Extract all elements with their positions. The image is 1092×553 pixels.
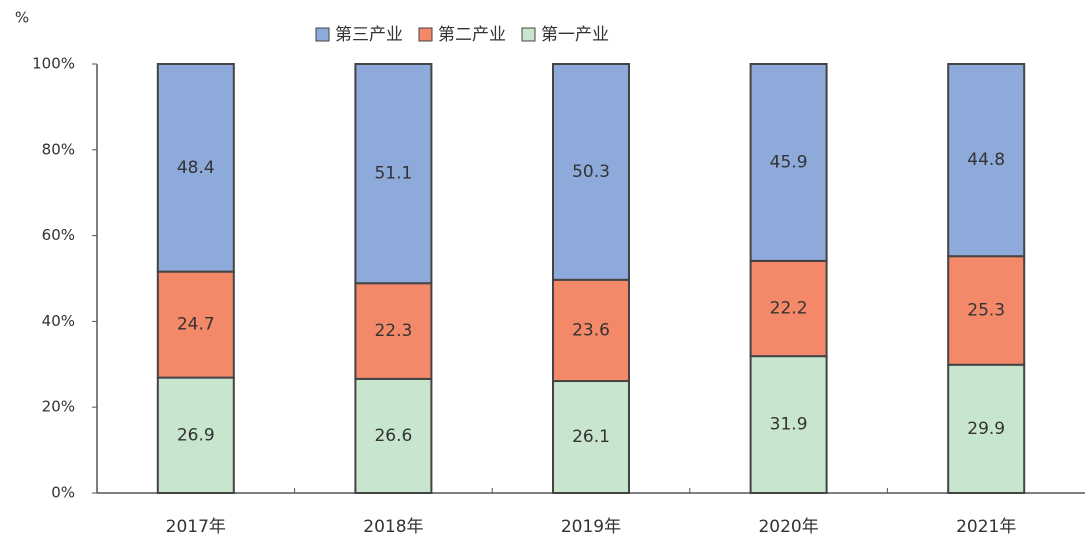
x-tick-label: 2021年 <box>956 517 1016 537</box>
bar-segment <box>156 63 235 273</box>
bar-segment <box>749 259 828 358</box>
bar-segment <box>552 63 630 281</box>
legend-swatch <box>418 27 433 42</box>
data-label: 26.6 <box>374 426 412 446</box>
x-tick-label: 2017年 <box>166 517 226 537</box>
bar-segment <box>156 376 235 494</box>
data-label: 44.8 <box>967 150 1005 170</box>
y-tick-label: 40% <box>42 312 75 330</box>
bar-segment <box>947 63 1026 258</box>
data-label: 26.9 <box>177 425 215 445</box>
data-label: 23.6 <box>572 320 610 340</box>
y-tick-label: 80% <box>42 140 75 158</box>
y-tick-label: 100% <box>32 55 75 73</box>
bar-segment <box>749 63 828 262</box>
y-tick-label: 20% <box>42 398 75 416</box>
data-label: 50.3 <box>572 162 610 182</box>
bar-segment <box>552 380 630 495</box>
data-label: 24.7 <box>177 315 215 335</box>
data-label: 29.9 <box>967 419 1005 439</box>
y-axis-label: % <box>15 9 29 27</box>
bar-segment <box>947 255 1026 366</box>
bar-segment <box>552 278 630 383</box>
legend-swatch <box>521 27 536 42</box>
bar-segment <box>354 63 433 285</box>
y-tick-label: 60% <box>42 226 75 244</box>
y-tick-label: 0% <box>51 484 75 502</box>
data-label: 26.1 <box>572 427 610 447</box>
x-tick-label: 2019年 <box>561 517 621 537</box>
data-label: 22.3 <box>374 321 412 341</box>
bar-segment <box>749 355 828 494</box>
legend-label: 第二产业 <box>438 25 506 45</box>
data-label: 51.1 <box>374 164 412 184</box>
legend-label: 第三产业 <box>335 25 403 45</box>
data-label: 22.2 <box>770 299 808 319</box>
bar-segment <box>947 363 1026 494</box>
x-tick-label: 2018年 <box>363 517 423 537</box>
x-tick-label: 2020年 <box>758 517 818 537</box>
data-label: 45.9 <box>770 152 808 172</box>
legend-label: 第一产业 <box>541 25 609 45</box>
data-label: 48.4 <box>177 158 215 178</box>
data-label: 31.9 <box>770 415 808 435</box>
data-label: 25.3 <box>967 300 1005 320</box>
bar-segment <box>354 282 433 380</box>
legend-swatch <box>315 27 330 42</box>
